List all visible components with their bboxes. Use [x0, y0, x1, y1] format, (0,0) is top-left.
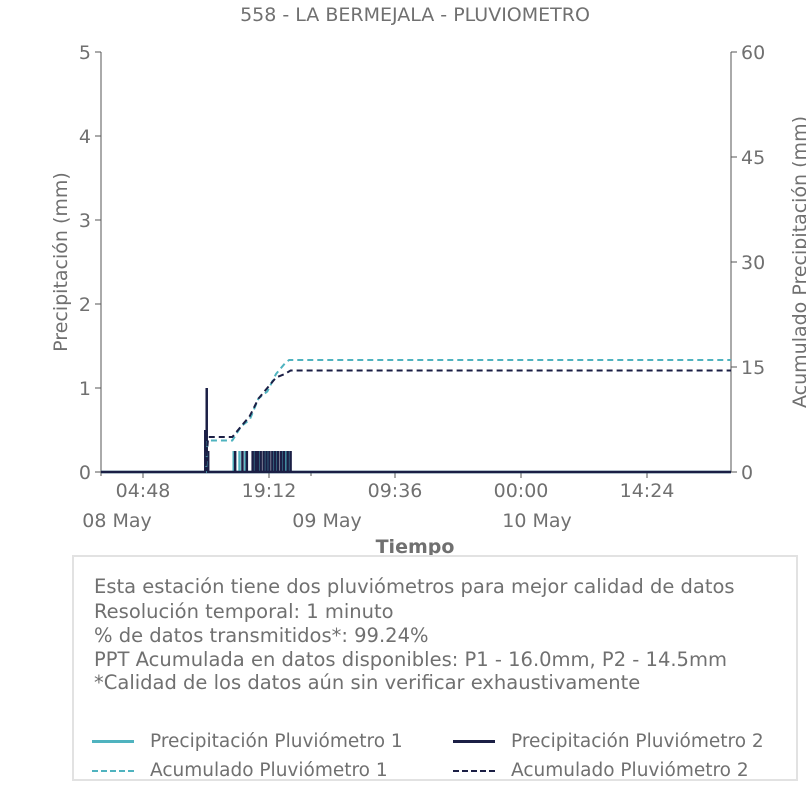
y2-tick-label: 60 [741, 42, 765, 64]
series-4-cumulative-line [101, 369, 731, 473]
series-3-cumulative-line [101, 359, 731, 473]
info-line-stations: Esta estación tiene dos pluviómetros par… [94, 575, 735, 598]
info-line-resolution: Resolución temporal: 1 minuto [94, 600, 394, 623]
legend-swatch-p2 [453, 740, 495, 743]
y-tick-label: 1 [79, 378, 91, 400]
y2-tick-label: 45 [741, 147, 765, 169]
legend-item-a1: Acumulado Pluviómetro 1 [92, 760, 388, 781]
legend-item-p1: Precipitación Pluviómetro 1 [92, 731, 403, 752]
x-date-label: 10 May [502, 510, 572, 532]
y2-tick-label: 0 [741, 462, 753, 484]
y-tick-label: 2 [79, 294, 91, 316]
x-tick-label: 04:48 [116, 480, 171, 502]
legend-swatch-a2 [453, 769, 495, 772]
legend-swatch-a1 [92, 769, 134, 772]
info-line-transmitted: % de datos transmitidos*: 99.24% [94, 624, 429, 647]
y2-tick-label: 30 [741, 252, 765, 274]
legend-label-a2: Acumulado Pluviómetro 2 [511, 760, 749, 781]
legend-item-p2: Precipitación Pluviómetro 2 [453, 731, 764, 752]
precipitation-chart: 558 - LA BERMEJALA - PLUVIOMETRO Precipi… [50, 4, 806, 558]
legend-item-a2: Acumulado Pluviómetro 2 [453, 760, 749, 781]
x-tick-label: 14:24 [620, 480, 675, 502]
chart-title: 558 - LA BERMEJALA - PLUVIOMETRO [240, 4, 590, 26]
x-axis-label: Tiempo [376, 536, 455, 558]
x-date-label: 09 May [292, 510, 362, 532]
y-tick-label: 5 [79, 42, 91, 64]
info-box: Esta estación tiene dos pluviómetros par… [72, 555, 798, 781]
info-line-quality-note: *Calidad de los datos aún sin verificar … [94, 671, 641, 694]
x-tick-label: 09:36 [368, 480, 423, 502]
legend-label-p1: Precipitación Pluviómetro 1 [150, 731, 403, 752]
legend-swatch-p1 [92, 740, 134, 743]
y-tick-label: 3 [79, 210, 91, 232]
x-date-label: 08 May [82, 510, 152, 532]
legend-label-p2: Precipitación Pluviómetro 2 [511, 731, 764, 752]
y2-axis-label: Acumulado Precipitación (mm) [789, 116, 806, 408]
y2-tick-label: 15 [741, 357, 765, 379]
y-tick-label: 4 [79, 126, 91, 148]
legend-label-a1: Acumulado Pluviómetro 1 [150, 760, 388, 781]
x-tick-label: 19:12 [242, 480, 297, 502]
info-line-accumulated: PPT Acumulada en datos disponibles: P1 -… [94, 648, 727, 671]
y-axis-label: Precipitación (mm) [50, 172, 72, 352]
x-tick-label: 00:00 [494, 480, 549, 502]
y-tick-label: 0 [79, 462, 91, 484]
